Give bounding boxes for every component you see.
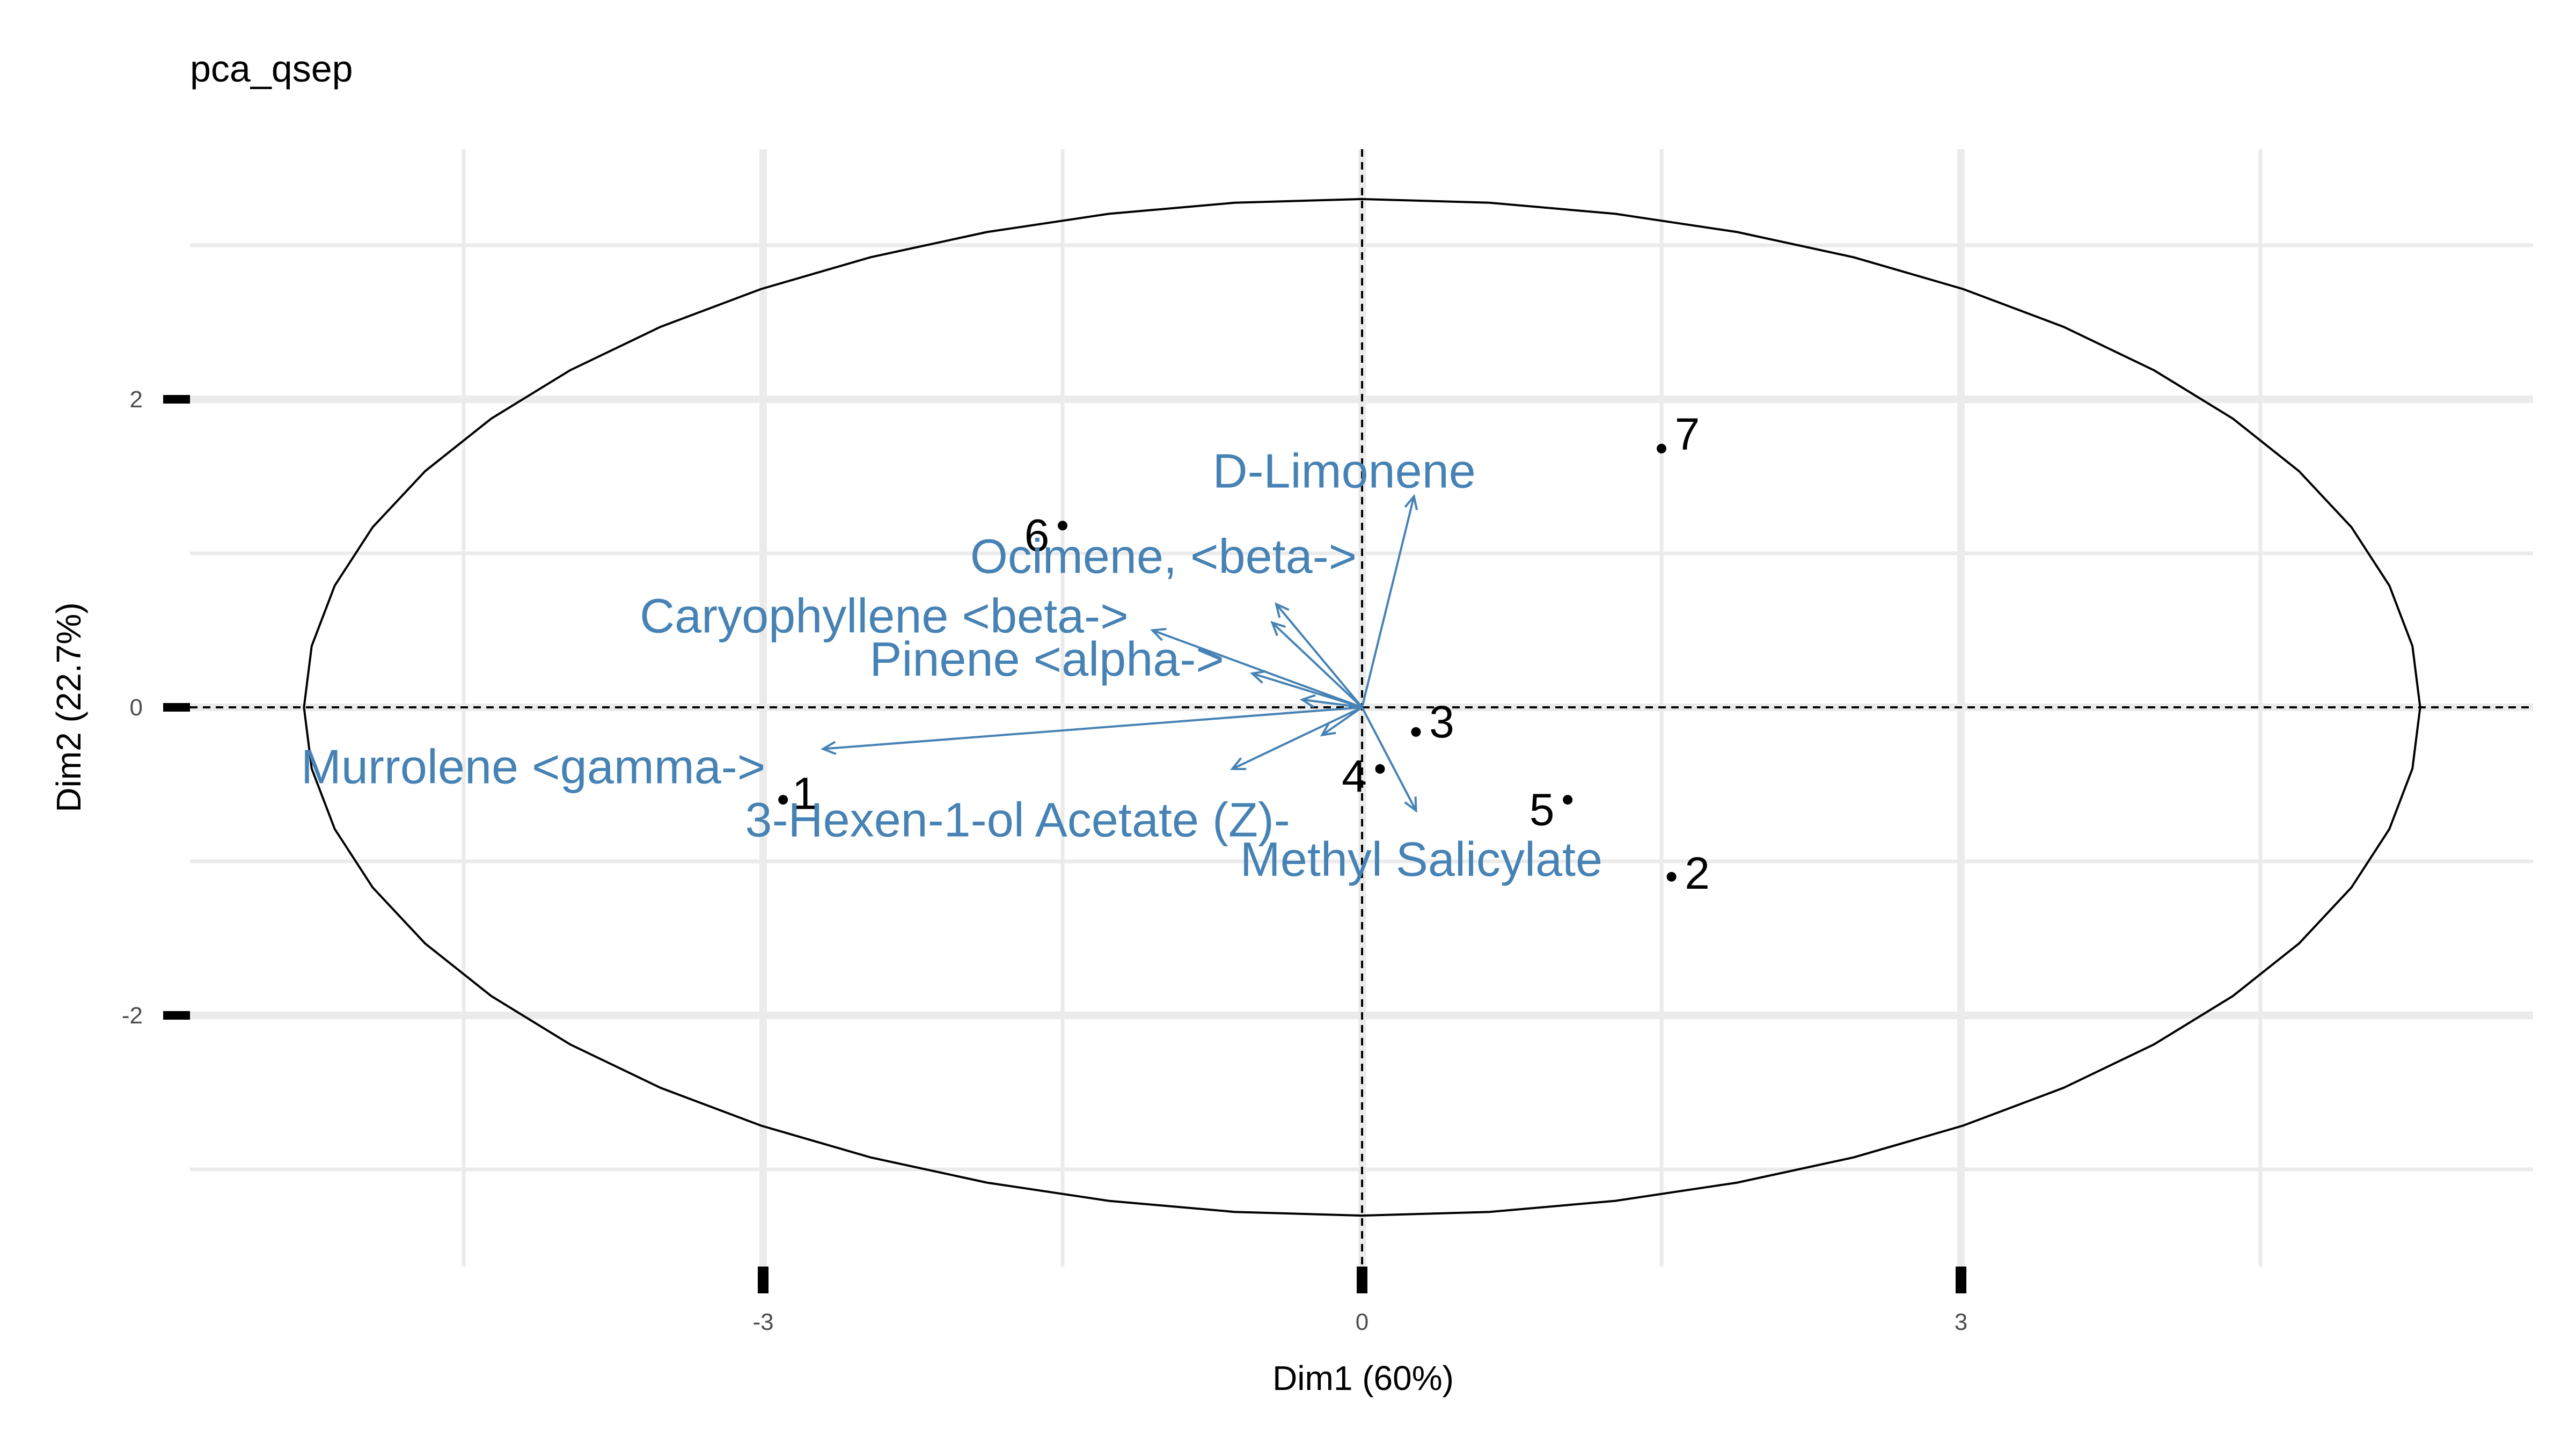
loading-arrow <box>1152 629 1363 708</box>
observation-points: 1 2 3 4 5 6 7 <box>778 409 1710 898</box>
observation-label: 5 <box>1529 784 1555 835</box>
x-tick-label: 0 <box>1356 1309 1368 1335</box>
loading-arrow <box>1361 707 1417 811</box>
observation-point <box>1411 727 1421 737</box>
loading-label: Murrolene <gamma-> <box>301 740 765 794</box>
loading-arrow-head <box>1150 627 1167 641</box>
loading-label: 3-Hexen-1-ol Acetate (Z)- <box>745 794 1290 847</box>
observation-point <box>778 795 788 805</box>
loading-arrow-head <box>1404 796 1417 813</box>
observation-point <box>1657 443 1666 453</box>
y-tick-label: 0 <box>130 694 143 721</box>
axis-ticks <box>163 395 1966 1293</box>
loading-labels: Caryophyllene <beta->Murrolene <gamma->3… <box>301 445 1602 887</box>
loading-label: Caryophyllene <beta-> <box>640 589 1129 643</box>
observation-point <box>1058 521 1067 531</box>
x-axis-label: Dim1 (60%) <box>1272 1359 1454 1397</box>
confidence-ellipse <box>303 197 2421 1217</box>
observation-point <box>1375 764 1385 774</box>
loading-arrow <box>1271 621 1363 708</box>
loading-label: Ocimene, <beta-> <box>970 530 1357 583</box>
loading-label: D-Limonene <box>1213 445 1476 499</box>
loading-arrow-head <box>1404 494 1418 510</box>
loading-arrow <box>1361 496 1415 708</box>
observation-label: 4 <box>1342 751 1367 801</box>
loading-arrow-unlabeled-head <box>1320 722 1336 737</box>
observation-label: 7 <box>1675 409 1700 459</box>
loading-arrow-unlabeled <box>1302 698 1363 708</box>
loading-arrow-unlabeled-head <box>1250 670 1267 684</box>
x-tick-label: 3 <box>1955 1309 1967 1335</box>
loading-arrows <box>821 494 1418 813</box>
y-tick-label: 2 <box>130 386 143 413</box>
observation-label: 3 <box>1429 697 1454 747</box>
loading-arrow-unlabeled-head <box>1299 694 1316 708</box>
observation-point <box>1666 872 1677 882</box>
loading-arrow <box>1232 706 1363 770</box>
loading-arrow-head <box>1275 602 1290 618</box>
x-tick-label: -3 <box>752 1309 773 1335</box>
loading-arrow-unlabeled <box>1252 672 1363 708</box>
observation-label: 2 <box>1685 848 1710 898</box>
chart-title: pca_qsep <box>190 48 353 90</box>
loading-arrow <box>1275 603 1363 708</box>
observation-point <box>1563 795 1573 805</box>
loading-label: Pinene <alpha-> <box>869 633 1224 686</box>
y-axis-label: Dim2 (22.7%) <box>49 602 88 812</box>
loading-arrow-head <box>1270 620 1286 636</box>
loading-label: Methyl Salicylate <box>1240 833 1602 887</box>
observation-label: 6 <box>1024 510 1050 561</box>
loading-arrow-head <box>1230 757 1247 770</box>
axis-tick-labels: -3 0 3 -2 0 2 <box>122 386 1967 1335</box>
loading-arrow-head <box>821 741 837 755</box>
loading-arrow-unlabeled <box>1321 706 1363 736</box>
y-tick-label: -2 <box>122 1002 143 1029</box>
loading-arrow <box>823 706 1363 750</box>
observation-label: 1 <box>792 768 817 818</box>
